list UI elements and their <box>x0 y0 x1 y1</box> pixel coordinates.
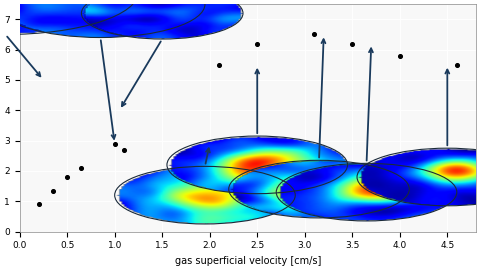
Point <box>311 32 318 37</box>
Point <box>453 63 461 67</box>
Point <box>348 41 356 46</box>
Point <box>111 141 119 146</box>
Point <box>78 166 85 170</box>
Point <box>396 53 404 58</box>
Point <box>49 188 57 193</box>
Point <box>63 175 71 179</box>
X-axis label: gas superficial velocity [cm/s]: gas superficial velocity [cm/s] <box>175 256 321 266</box>
Point <box>216 63 223 67</box>
Point <box>35 202 43 207</box>
Point <box>253 41 261 46</box>
Point <box>120 147 128 152</box>
